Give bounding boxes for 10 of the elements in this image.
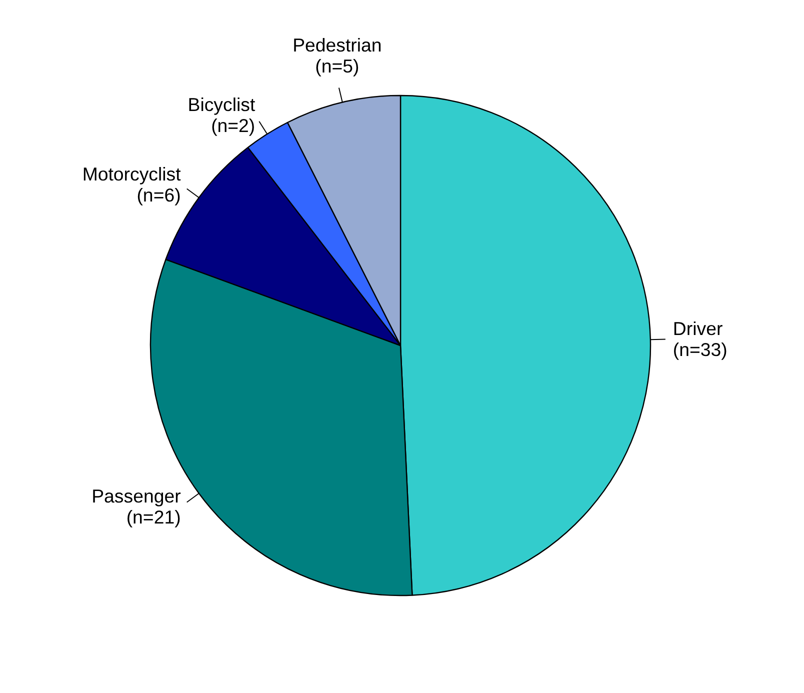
- slice-label: Passenger: [92, 486, 181, 507]
- slice-label: Bicyclist: [188, 94, 256, 116]
- slice-label: Pedestrian: [292, 34, 382, 56]
- data-label: (n=5): [315, 55, 360, 76]
- slice-label: Motorcyclist: [82, 163, 182, 184]
- data-label: (n=2): [211, 115, 256, 136]
- data-label: (n=33): [672, 339, 728, 360]
- slice-label: Driver: [672, 318, 723, 340]
- data-label: (n=21): [126, 506, 181, 528]
- data-label: (n=6): [136, 184, 181, 206]
